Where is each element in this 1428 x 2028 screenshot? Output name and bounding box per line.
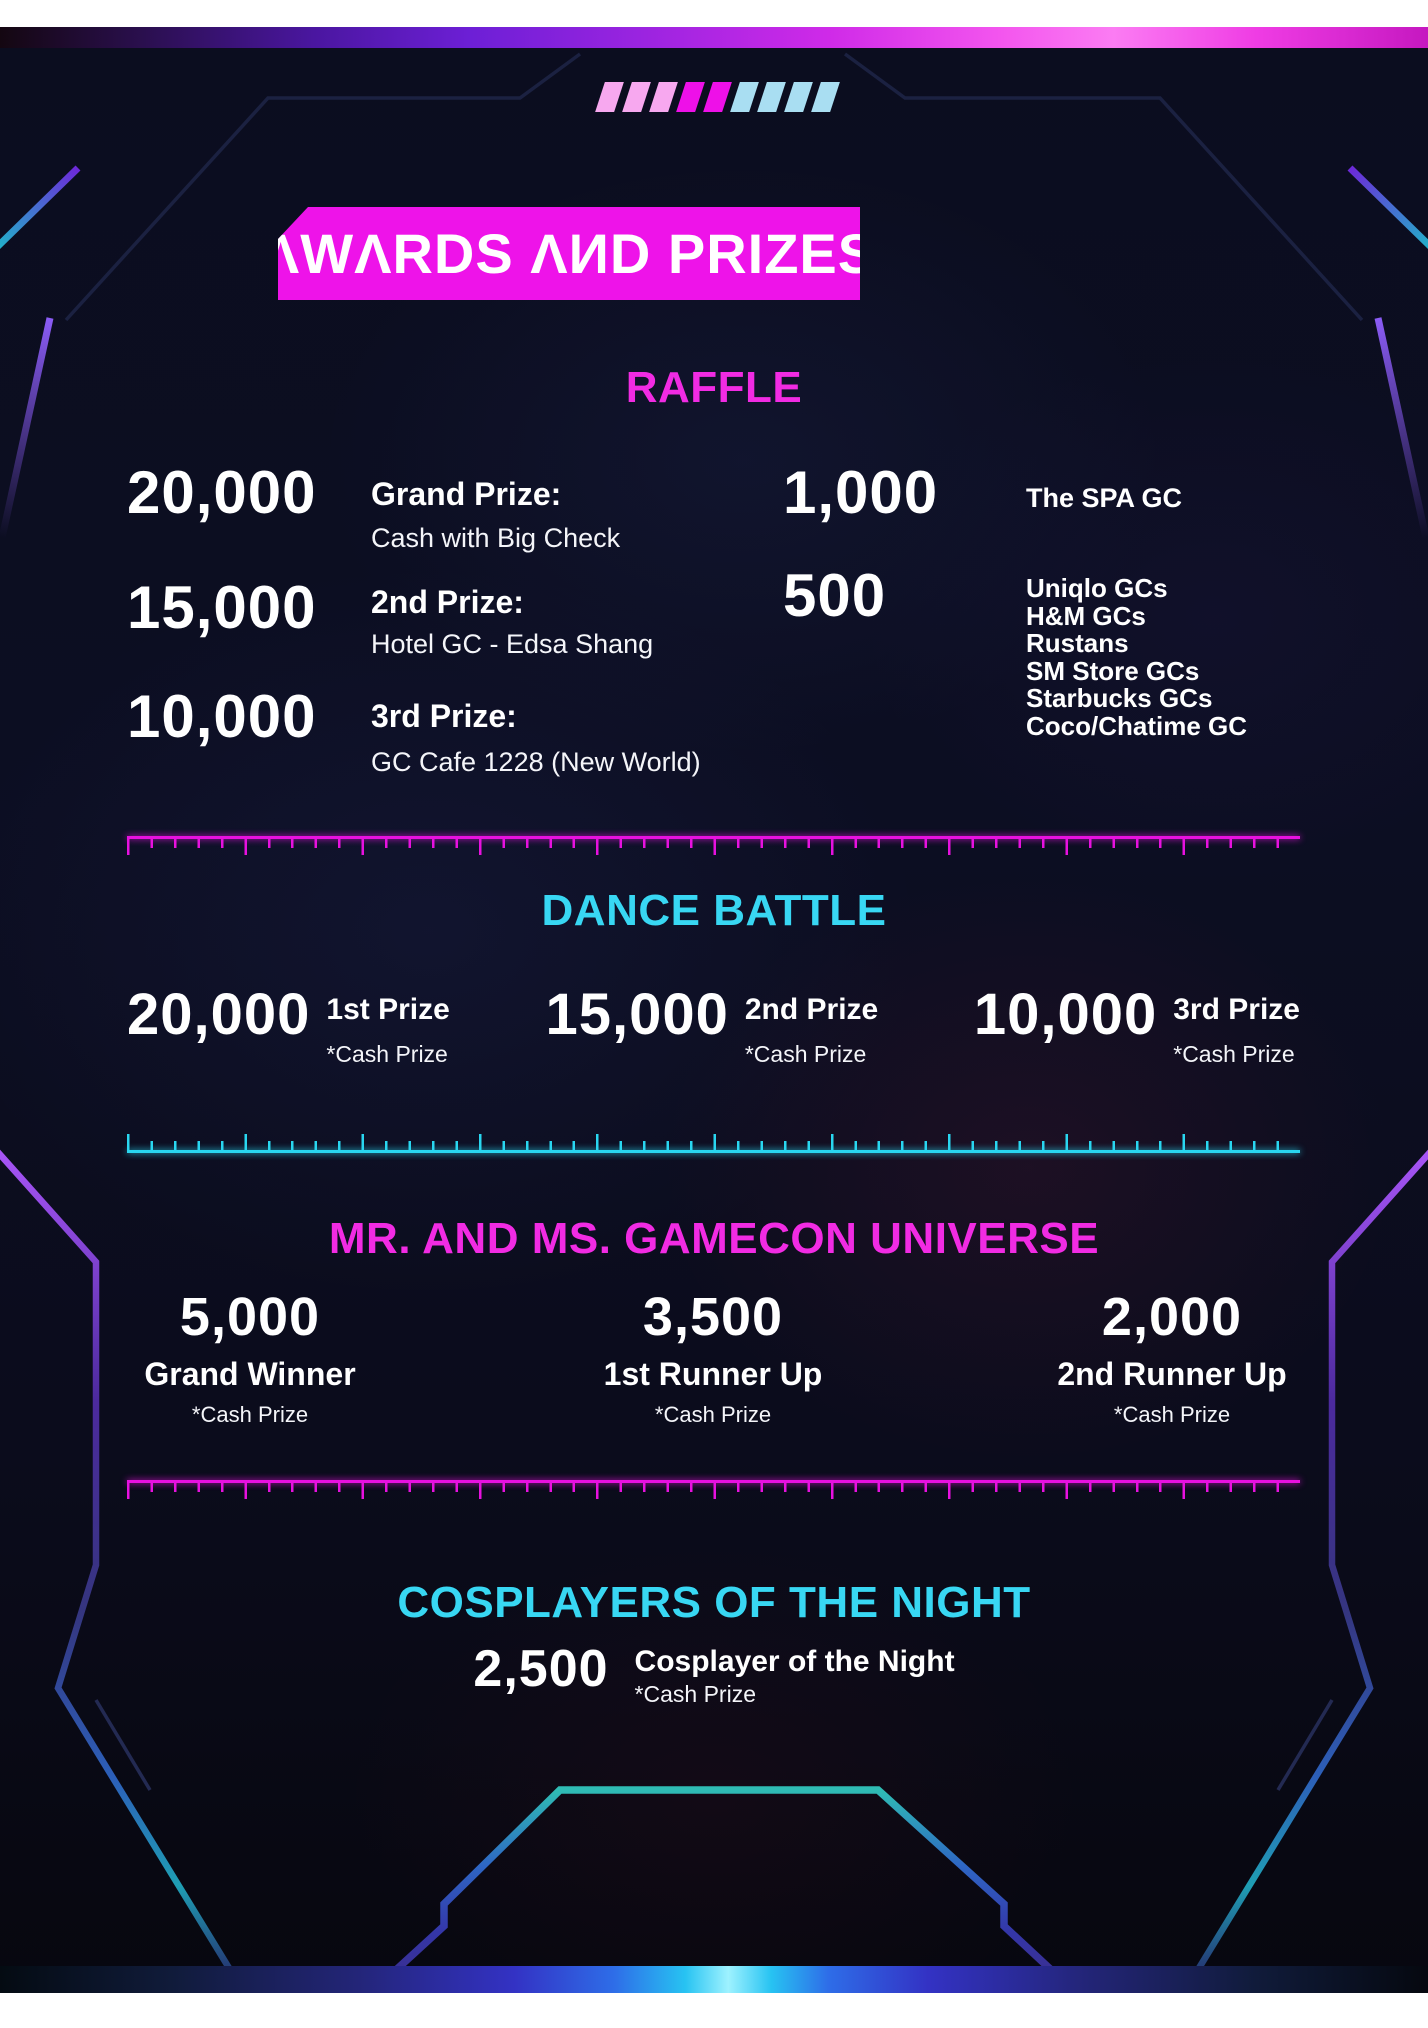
bottom-gradient-bar — [0, 1966, 1428, 1993]
prize-amount: 15,000 — [545, 982, 729, 1047]
divider-ruler-cyan — [127, 1133, 1300, 1153]
slash-pink — [649, 82, 678, 112]
gc-prize-list: Uniqlo GCs H&M GCs Rustans SM Store GCs … — [1026, 573, 1248, 741]
slash-decoration — [595, 82, 840, 112]
prize-amount: 500 — [783, 562, 887, 629]
dance-prize-item: 15,000 2nd Prize *Cash Prize — [545, 982, 879, 1068]
ruler-line — [127, 1480, 1300, 1483]
prize-note: *Cash Prize — [634, 1681, 756, 1707]
prize-note: *Cash Prize — [191, 1402, 309, 1427]
slash-pink — [595, 82, 624, 112]
ruler-ticks-major — [127, 839, 1300, 855]
gc-prize-item: SM Store GCs — [1026, 655, 1200, 686]
gc-prize-item: Rustans — [1026, 628, 1129, 658]
prize-description: Hotel GC - Edsa Shang — [371, 629, 654, 659]
dance-prize-item: 10,000 3rd Prize *Cash Prize — [973, 982, 1300, 1068]
gc-prize-item: Starbucks GCs — [1026, 683, 1213, 713]
slash-cyan — [757, 82, 786, 112]
cosplay-prize-item: 2,500 Cosplayer of the Night *Cash Prize — [0, 1643, 1428, 1707]
prize-amount: 15,000 — [127, 574, 317, 641]
top-gradient-bar — [0, 27, 1428, 48]
ruler-ticks-major — [127, 1483, 1300, 1499]
slash-magenta — [703, 82, 732, 112]
ruler-line — [127, 1150, 1300, 1153]
prize-amount: 1,000 — [783, 459, 939, 526]
prize-title: 3rd Prize: — [371, 698, 517, 734]
prize-title: Grand Prize: — [371, 476, 562, 512]
pageant-prize-item: 3,500 1st Runner Up *Cash Prize — [533, 1288, 893, 1427]
prize-title: 1st Runner Up — [603, 1356, 823, 1392]
dance-prize-item: 20,000 1st Prize *Cash Prize — [127, 982, 450, 1068]
slash-cyan — [730, 82, 759, 112]
title-banner: ΛWΛRDS ΛИD PRIZES — [278, 207, 860, 300]
prize-amount: 20,000 — [127, 982, 311, 1047]
gc-prize-item: H&M GCs — [1026, 600, 1146, 631]
prize-description: GC Cafe 1228 (New World) — [371, 747, 701, 777]
prize-note: *Cash Prize — [326, 1041, 448, 1067]
divider-ruler-magenta-2 — [127, 1480, 1300, 1500]
prize-title: 3rd Prize — [1173, 993, 1300, 1026]
ruler-line — [127, 836, 1300, 839]
dance-battle-heading: DANCE BATTLE — [541, 886, 887, 935]
prize-note: *Cash Prize — [654, 1402, 772, 1427]
prize-amount: 2,500 — [473, 1640, 609, 1698]
prize-amount: 3,500 — [642, 1287, 784, 1347]
gc-prize-item: Uniqlo GCs — [1026, 573, 1168, 603]
prize-note: *Cash Prize — [744, 1041, 867, 1067]
prize-title: Cosplayer of the Night — [634, 1645, 955, 1678]
prize-amount: 10,000 — [973, 982, 1158, 1047]
slash-cyan — [784, 82, 813, 112]
poster-title: ΛWΛRDS ΛИD PRIZES — [261, 222, 877, 285]
slash-pink — [622, 82, 651, 112]
slash-magenta — [676, 82, 705, 112]
awards-poster: ΛWΛRDS ΛИD PRIZES RAFFLE 20,000 Grand Pr… — [0, 27, 1428, 1993]
pageant-prize-item: 5,000 Grand Winner *Cash Prize — [70, 1288, 430, 1427]
prize-note: *Cash Prize — [1113, 1402, 1231, 1427]
cosplay-heading: COSPLAYERS OF THE NIGHT — [397, 1578, 1031, 1627]
prize-amount: 5,000 — [179, 1287, 321, 1347]
prize-title: 2nd Prize: — [371, 584, 524, 620]
prize-title: 2nd Runner Up — [1057, 1356, 1287, 1392]
prize-description: Cash with Big Check — [371, 523, 621, 553]
prize-amount: 2,000 — [1101, 1287, 1243, 1347]
prize-title: 2nd Prize — [744, 993, 879, 1026]
prize-amount: 10,000 — [127, 683, 317, 750]
slash-cyan — [811, 82, 840, 112]
ruler-ticks-major — [127, 1134, 1300, 1150]
divider-ruler-magenta-1 — [127, 836, 1300, 856]
gc-prize-item: Coco/Chatime GC — [1026, 710, 1248, 741]
dance-prize-row: 20,000 1st Prize *Cash Prize 15,000 2nd … — [127, 982, 1300, 1068]
prize-title: 1st Prize — [326, 993, 450, 1026]
prize-item: The SPA GC — [1026, 483, 1183, 513]
prize-title: Grand Winner — [144, 1356, 356, 1392]
prize-note: *Cash Prize — [1173, 1041, 1295, 1067]
pageant-heading: MR. AND MS. GAMECON UNIVERSE — [328, 1214, 1100, 1263]
prize-amount: 20,000 — [127, 459, 317, 526]
raffle-heading: RAFFLE — [625, 363, 803, 412]
pageant-prize-item: 2,000 2nd Runner Up *Cash Prize — [992, 1288, 1352, 1427]
